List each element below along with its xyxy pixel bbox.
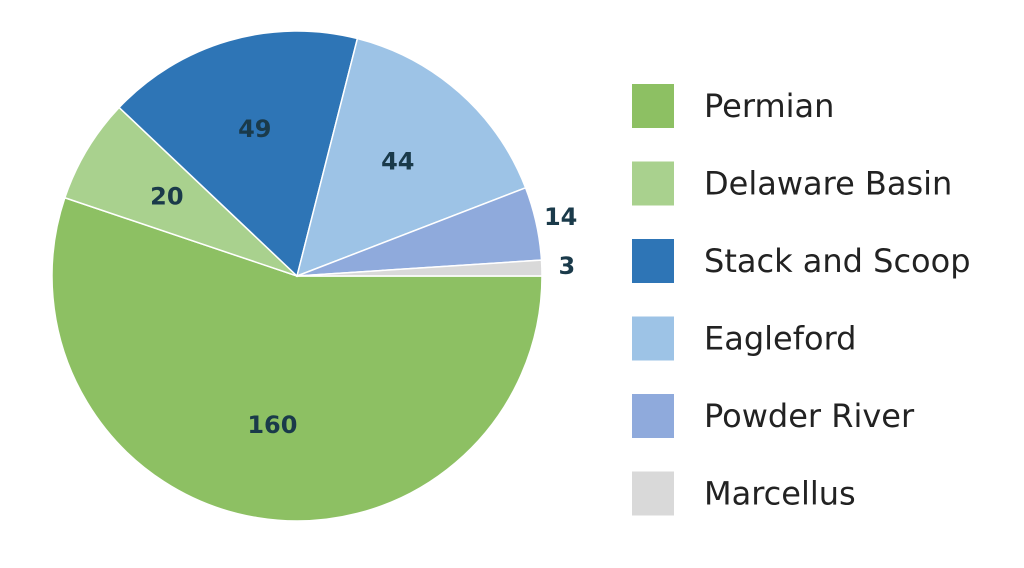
legend-label: Powder River (704, 397, 915, 435)
legend-swatch (632, 161, 674, 206)
pie-slice (296, 259, 543, 277)
pie-slice (118, 30, 359, 278)
legend-swatch (632, 84, 674, 128)
legend-label: Eagleford (704, 320, 856, 358)
legend-swatch (632, 394, 674, 438)
data-label: 3 (559, 252, 576, 280)
legend-label: Delaware Basin (704, 165, 952, 203)
legend-swatch (632, 239, 674, 283)
legend-swatch (632, 471, 674, 516)
pie-slice (295, 37, 527, 278)
legend-label: Marcellus (704, 475, 856, 513)
data-label: 49 (238, 115, 271, 143)
pie-slice (63, 106, 298, 277)
legend-label: Permian (704, 87, 834, 125)
pie-slice (51, 196, 543, 522)
data-label: 44 (381, 147, 414, 175)
data-label: 20 (150, 183, 183, 211)
data-label: 14 (544, 203, 577, 231)
data-label: 160 (247, 411, 297, 439)
legend-swatch (632, 316, 674, 361)
legend-label: Stack and Scoop (704, 242, 971, 280)
